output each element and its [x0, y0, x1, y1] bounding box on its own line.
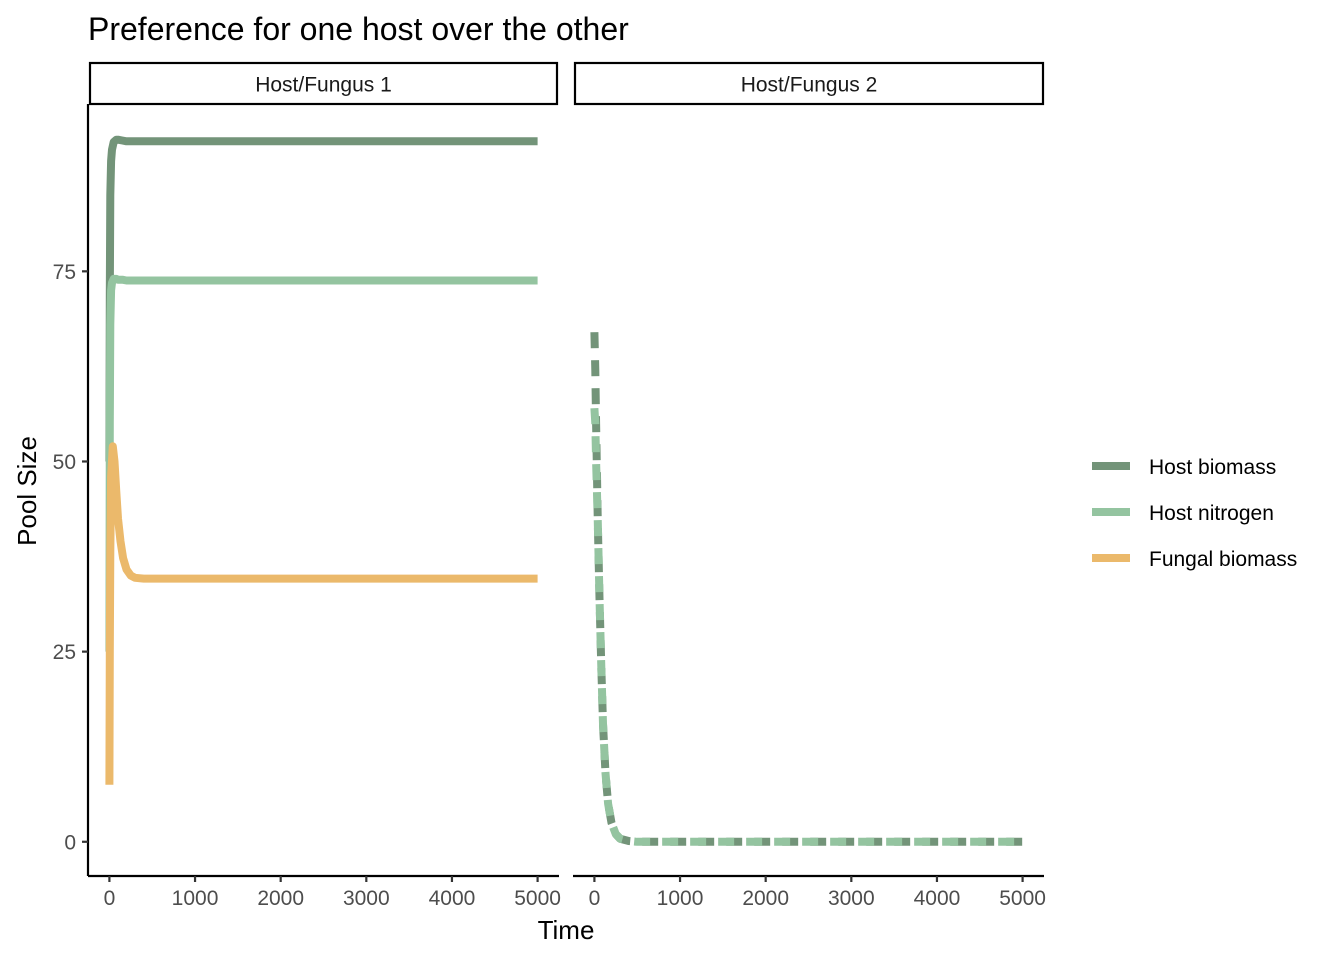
series-line-host-nitrogen-panel-1: [105, 274, 538, 652]
legend-label-host-biomass: Host biomass: [1149, 456, 1276, 479]
series-line-host-nitrogen-panel-2: [590, 407, 1023, 846]
y-tick-label: 50: [53, 451, 76, 474]
strip-panel-1: [88, 61, 559, 106]
x-tick-label: 5000: [999, 887, 1046, 910]
strip-label-panel-2: Host/Fungus 2: [741, 74, 878, 97]
x-tick-label: 4000: [429, 887, 476, 910]
y-tick-label: 25: [53, 641, 76, 664]
series-line-host-biomass-panel-1: [105, 135, 538, 462]
x-ticks: 0 1000 2000 3000 4000 5000 0 1000 2000 3000 4000 50…: [104, 876, 1046, 910]
legend: Host biomass Host nitrogen Fungal biomass: [1092, 456, 1297, 571]
x-tick-label: 5000: [514, 887, 561, 910]
series-line-host-biomass-panel-2: [590, 332, 1023, 846]
series-line-fungal-biomass-panel-1: [105, 442, 538, 785]
x-tick-label: 0: [104, 887, 116, 910]
y-ticks: 0 25 50 75: [53, 261, 88, 854]
plot-series: [105, 135, 1023, 846]
x-tick-label: 1000: [172, 887, 219, 910]
chart-title: Preference for one host over the other: [88, 11, 629, 47]
y-tick-label: 75: [53, 261, 76, 284]
y-tick-label: 0: [64, 831, 76, 854]
strip-panel-2: [573, 61, 1045, 106]
x-tick-label: 3000: [343, 887, 390, 910]
x-tick-label: 3000: [828, 887, 875, 910]
legend-label-host-nitrogen: Host nitrogen: [1149, 502, 1274, 525]
strip-label-panel-1: Host/Fungus 1: [255, 74, 392, 97]
x-tick-label: 2000: [742, 887, 789, 910]
x-axis-title: Time: [538, 915, 595, 945]
legend-label-fungal-biomass: Fungal biomass: [1149, 548, 1297, 571]
x-tick-label: 1000: [657, 887, 704, 910]
y-axis-title: Pool Size: [12, 436, 42, 546]
x-tick-label: 4000: [914, 887, 961, 910]
x-tick-label: 0: [589, 887, 601, 910]
x-tick-label: 2000: [257, 887, 304, 910]
